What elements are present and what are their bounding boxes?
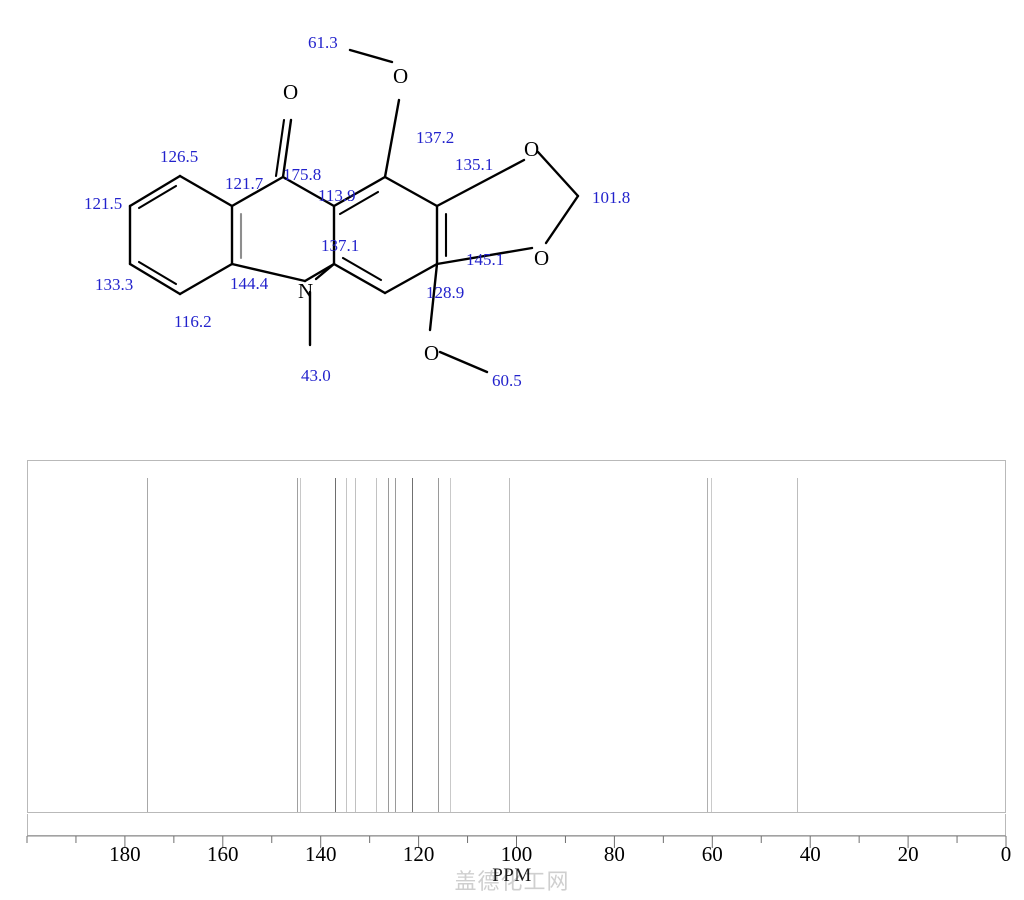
atom-label-N: N (298, 279, 314, 303)
spectrum-peaks (28, 461, 1005, 812)
shift-label-101-8: 101.8 (592, 188, 631, 207)
spectrum-peak (354, 478, 356, 812)
structure-panel: O O O O N O 61.3 137.2 135.1 101.8 126.5… (0, 0, 1024, 440)
spectrum-peak (296, 478, 298, 812)
atom-label-O-carbonyl: O (283, 80, 299, 104)
shift-label-113-9: 113.9 (318, 186, 356, 205)
x-axis-tick-label: 160 (207, 842, 239, 866)
x-axis-tick-label: 60 (701, 842, 723, 866)
spectrum-peak (335, 478, 337, 812)
shift-label-126-5: 126.5 (160, 147, 199, 166)
spectrum-plot-area (27, 460, 1006, 813)
spectrum-peak (395, 478, 397, 812)
x-axis-tick-label: 100 (500, 842, 533, 866)
shift-label-145-1: 145.1 (466, 250, 505, 269)
molecule-skeleton (128, 48, 580, 374)
spectrum-peak (387, 478, 389, 812)
spectrum-peak (796, 478, 798, 812)
spectrum-peak (300, 478, 302, 812)
shift-label-137-2: 137.2 (416, 128, 455, 147)
spectrum-peak (345, 478, 347, 812)
spectrum-peak (706, 478, 708, 812)
shift-label-43-0: 43.0 (301, 366, 331, 385)
spectrum-peak (412, 478, 414, 812)
shift-label-61-3: 61.3 (308, 33, 338, 52)
spectrum-peak (438, 478, 440, 812)
spectrum-peak (449, 478, 451, 812)
spectrum-peak (710, 478, 712, 812)
atom-label-O-methoxy-top: O (393, 64, 409, 88)
spectrum-peak (508, 478, 510, 812)
shift-label-116-2: 116.2 (174, 312, 212, 331)
spectrum-peak (376, 478, 377, 812)
nmr-spectrum-panel: 180 160 140 120 100 80 60 40 20 0 盖德化工网 PPM (0, 440, 1024, 900)
shift-label-144-4: 144.4 (230, 274, 269, 293)
x-axis-title: PPM (492, 865, 532, 886)
shift-label-133-3: 133.3 (95, 275, 134, 294)
shift-label-128-9: 128.9 (426, 283, 465, 302)
shift-label-121-5: 121.5 (84, 194, 123, 213)
x-axis-tick-label: 0 (1000, 842, 1012, 866)
x-axis-tick-label: 80 (603, 842, 625, 866)
atom-label-O-dioxole-top: O (524, 137, 540, 161)
atom-label-O-dioxole-bottom: O (534, 246, 550, 270)
atom-label-O-methoxy-bottom: O (424, 341, 440, 365)
x-axis-tick-label: 40 (799, 842, 821, 866)
shift-label-121-7: 121.7 (225, 174, 264, 193)
shift-label-137-1: 137.1 (321, 236, 360, 255)
x-axis-ticks (26, 835, 1007, 848)
x-axis-tick-label: 120 (402, 842, 435, 866)
shift-label-175-8: 175.8 (283, 165, 322, 184)
spectrum-peak (146, 478, 148, 812)
x-axis-tick-label: 180 (109, 842, 141, 866)
shift-label-60-5: 60.5 (492, 371, 522, 390)
shift-label-135-1: 135.1 (455, 155, 494, 174)
x-axis-tick-label: 20 (897, 842, 919, 866)
x-axis-tick-label: 140 (304, 842, 337, 866)
